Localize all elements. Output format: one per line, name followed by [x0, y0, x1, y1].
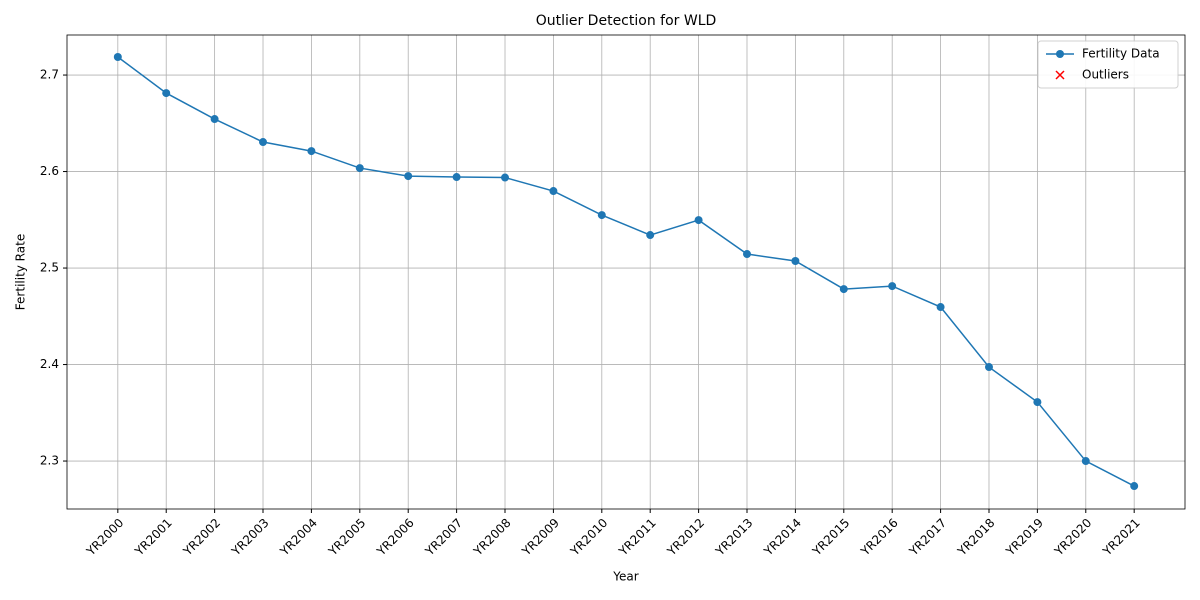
x-axis-label: Year [612, 570, 638, 584]
y-tick-label: 2.5 [40, 261, 59, 275]
data-point [452, 173, 461, 182]
y-tick-label: 2.7 [40, 68, 59, 82]
legend-marker [1055, 70, 1065, 80]
y-tick-label: 2.3 [40, 454, 59, 468]
data-point [1081, 457, 1090, 466]
data-point [597, 211, 606, 220]
data-point [646, 231, 655, 240]
chart-title: Outlier Detection for WLD [536, 13, 717, 29]
data-point [162, 89, 171, 98]
plot-frame [66, 34, 1186, 510]
data-point [355, 164, 364, 173]
data-point [694, 216, 703, 225]
data-point [839, 285, 848, 294]
data-point [888, 282, 897, 291]
data-point [259, 138, 268, 147]
legend-box [1037, 40, 1179, 89]
data-point [404, 172, 413, 181]
legend-marker [1056, 50, 1064, 58]
y-axis-label: Fertility Rate [14, 234, 28, 310]
data-point [984, 363, 993, 372]
y-tick-label: 2.6 [40, 164, 59, 178]
data-point [742, 250, 751, 259]
data-point [113, 53, 122, 62]
data-point [549, 187, 558, 196]
legend-label: Outliers [1082, 68, 1129, 82]
data-point [210, 115, 219, 124]
data-point [501, 173, 510, 182]
y-tick-label: 2.4 [40, 357, 59, 371]
data-point [791, 256, 800, 265]
data-point [936, 303, 945, 312]
data-point [1033, 398, 1042, 407]
data-point [307, 147, 316, 156]
legend-label: Fertility Data [1082, 47, 1160, 61]
data-point [1130, 482, 1139, 491]
data-line [117, 56, 1135, 487]
